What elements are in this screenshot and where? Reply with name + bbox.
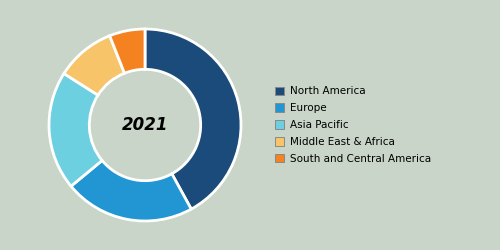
Wedge shape — [49, 74, 102, 186]
Wedge shape — [64, 36, 124, 95]
Text: 2021: 2021 — [122, 116, 168, 134]
Wedge shape — [110, 29, 145, 73]
Wedge shape — [71, 160, 191, 221]
Legend: North America, Europe, Asia Pacific, Middle East & Africa, South and Central Ame: North America, Europe, Asia Pacific, Mid… — [275, 86, 430, 164]
Wedge shape — [145, 29, 241, 209]
